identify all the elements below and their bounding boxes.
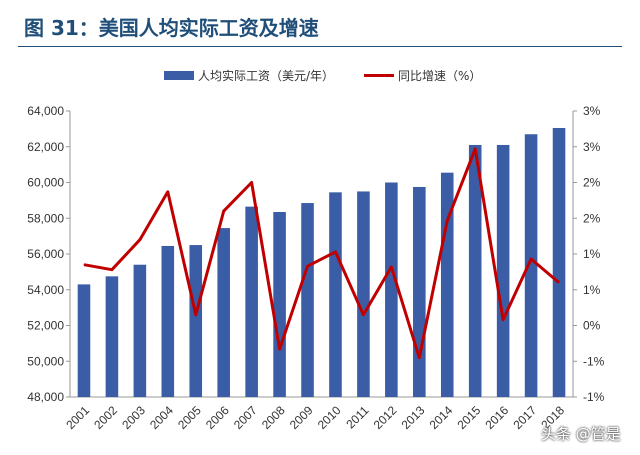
bar-2005 <box>189 245 203 397</box>
x-tick-label: 2006 <box>203 403 232 432</box>
growth-line <box>83 147 560 360</box>
growth-point-2009 <box>307 265 309 267</box>
bar-2009 <box>301 203 314 397</box>
legend-label-line: 同比增速（%） <box>398 69 481 83</box>
bar-series <box>77 127 566 398</box>
watermark: 头条 @管是 <box>541 425 621 443</box>
bar-2008 <box>273 211 286 397</box>
right-tick-label: 1% <box>583 283 601 297</box>
growth-point-2005 <box>195 314 197 316</box>
left-tick-label: 64,000 <box>27 104 64 118</box>
bar-2003 <box>133 264 147 397</box>
bar-2016 <box>496 144 510 397</box>
x-tick-label: 2003 <box>119 403 148 432</box>
growth-point-2015 <box>474 148 476 150</box>
left-tick-label: 60,000 <box>27 176 64 190</box>
x-tick-label: 2008 <box>259 403 288 432</box>
bar-2004 <box>161 245 175 397</box>
right-axis-ticks: -1% -1% 0% 1% 1% 2% 2% 3% 3% <box>573 104 605 404</box>
right-tick-label: 1% <box>583 247 601 261</box>
left-tick-label: 54,000 <box>27 283 64 297</box>
growth-point-2006 <box>223 210 225 212</box>
line-series <box>83 147 560 360</box>
growth-point-2007 <box>251 182 253 183</box>
right-tick-label: -1% <box>583 354 605 368</box>
x-tick-label: 2004 <box>147 403 176 432</box>
bar-2018 <box>552 127 566 397</box>
growth-point-2016 <box>502 319 504 321</box>
bar-2012 <box>385 182 398 397</box>
bar-2002 <box>105 276 119 397</box>
left-axis-ticks: 48,000 50,000 52,000 54,000 56,000 58,000 60,0… <box>27 104 70 404</box>
x-tick-label: 2012 <box>371 403 400 432</box>
right-tick-label: 3% <box>583 140 601 154</box>
bar-2015 <box>468 144 482 397</box>
legend-label-bar: 人均实际工资（美元/年） <box>198 68 334 83</box>
growth-point-2010 <box>334 251 336 253</box>
x-axis-ticks: 2001 2002 2003 2004 2005 2006 2007 2008 2009 2010… <box>63 403 567 432</box>
growth-point-2013 <box>418 357 420 359</box>
x-tick-label: 2013 <box>399 403 428 432</box>
growth-point-2014 <box>446 219 448 221</box>
x-tick-label: 2002 <box>91 403 120 432</box>
x-tick-label: 2009 <box>287 403 316 432</box>
x-tick-label: 2017 <box>510 403 539 432</box>
growth-point-2004 <box>167 191 169 193</box>
left-tick-label: 50,000 <box>27 354 64 368</box>
left-tick-label: 48,000 <box>27 390 64 404</box>
legend: 人均实际工资（美元/年） 同比增速（%） <box>164 68 481 83</box>
growth-point-2001 <box>83 264 85 266</box>
growth-point-2018 <box>558 282 560 284</box>
bar-2006 <box>217 228 230 397</box>
growth-point-2003 <box>139 239 141 241</box>
growth-point-2002 <box>111 269 113 271</box>
right-tick-label: -1% <box>583 390 605 404</box>
bar-2010 <box>329 192 342 397</box>
x-tick-label: 2014 <box>427 403 456 432</box>
growth-point-2017 <box>530 258 532 260</box>
x-tick-label: 2007 <box>231 403 260 432</box>
left-tick-label: 56,000 <box>27 247 64 261</box>
bar-2001 <box>77 284 91 397</box>
growth-point-2008 <box>279 348 281 350</box>
right-tick-label: 2% <box>583 211 601 225</box>
bar-2017 <box>524 134 538 398</box>
title-divider <box>18 46 622 47</box>
bar-2007 <box>245 206 258 397</box>
x-tick-label: 2015 <box>455 403 484 432</box>
growth-point-2011 <box>362 314 364 316</box>
left-tick-label: 52,000 <box>27 319 64 333</box>
x-tick-label: 2016 <box>482 403 511 432</box>
growth-point-2012 <box>390 266 392 268</box>
x-tick-label: 2010 <box>315 403 344 432</box>
legend-swatch-bar <box>164 71 194 80</box>
left-tick-label: 58,000 <box>27 211 64 225</box>
right-tick-label: 0% <box>583 319 601 333</box>
x-tick-label: 2001 <box>63 403 92 432</box>
title-bar: 图 31：美国人均实际工资及增速 <box>0 0 640 48</box>
right-tick-label: 2% <box>583 176 601 190</box>
right-tick-label: 3% <box>583 104 601 118</box>
x-tick-label: 2005 <box>175 403 204 432</box>
bar-2013 <box>413 186 426 397</box>
x-tick-label: 2011 <box>343 403 371 431</box>
bar-2011 <box>357 191 370 397</box>
chart-title: 图 31：美国人均实际工资及增速 <box>24 16 319 40</box>
left-tick-label: 62,000 <box>27 140 64 154</box>
